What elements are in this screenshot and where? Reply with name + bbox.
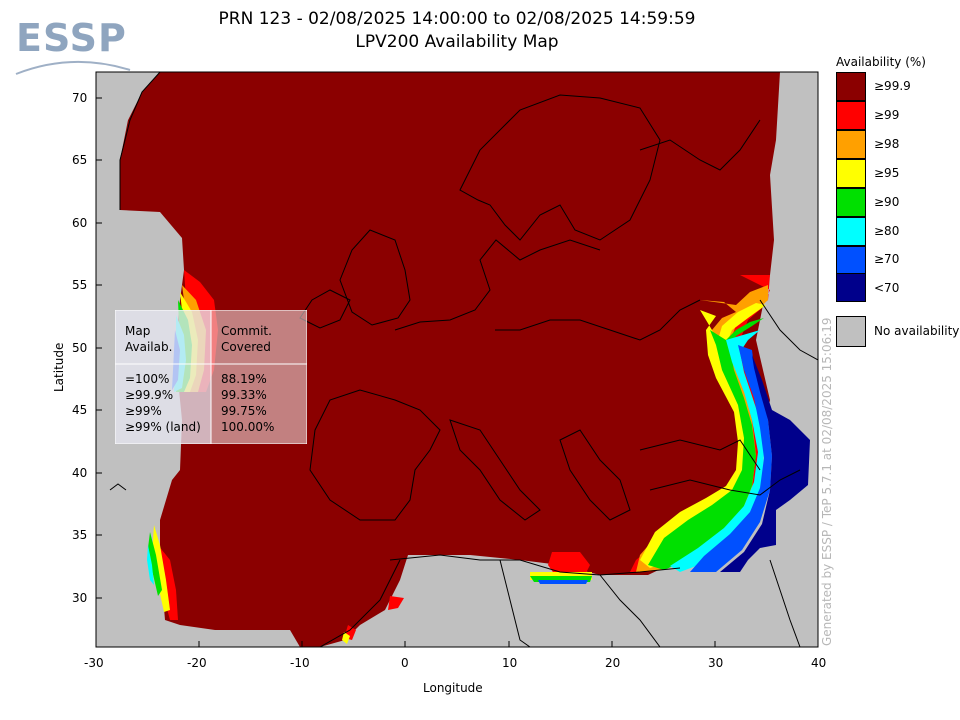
stats-row-label: ≥99.9%	[125, 388, 174, 402]
stats-row-label: =100%	[125, 372, 170, 386]
legend-swatch-90	[836, 188, 866, 217]
legend-swatch-99-9	[836, 72, 866, 101]
coastlines	[109, 72, 818, 647]
legend-label-no-availability: No availability	[874, 324, 960, 338]
stats-row-value: 88.19%	[221, 372, 267, 386]
legend-label: ≥80	[874, 224, 900, 238]
x-tick-label: 40	[811, 656, 827, 670]
y-tick-label: 35	[72, 528, 88, 542]
x-tick-label: 0	[401, 656, 409, 670]
stats-row-label: ≥99%	[125, 404, 162, 418]
legend-title: Availability (%)	[836, 55, 926, 69]
x-tick-label: 20	[605, 656, 621, 670]
stats-row-value: 99.33%	[221, 388, 267, 402]
y-tick-label: 40	[72, 466, 88, 480]
stats-row-label: ≥99% (land)	[125, 420, 201, 434]
legend-swatch-99	[836, 101, 866, 130]
map-title: PRN 123 - 02/08/2025 14:00:00 to 02/08/2…	[218, 9, 696, 29]
y-tick-label: 60	[72, 216, 88, 230]
legend-label: ≥98	[874, 137, 900, 151]
map-subtitle: LPV200 Availability Map	[355, 32, 559, 52]
axis-ticks	[95, 97, 819, 647]
legend-swatch-80	[836, 217, 866, 246]
essp-logo: ESSP	[12, 12, 132, 82]
legend-swatch-95	[836, 159, 866, 188]
legend-label: ≥90	[874, 195, 900, 209]
legend-label: ≥70	[874, 252, 900, 266]
stats-col2-header-2: Covered	[221, 340, 271, 354]
generated-by-watermark: Generated by ESSP / TeP 5.7.1 at 02/08/2…	[820, 317, 834, 646]
y-tick-label: 65	[72, 153, 88, 167]
legend-swatch-no-availability	[836, 316, 866, 347]
legend-label: ≥95	[874, 166, 900, 180]
stats-row-value: 99.75%	[221, 404, 267, 418]
stats-col1-header-2: Availab.	[125, 340, 173, 354]
legend-label: ≥99	[874, 108, 900, 122]
x-tick-label: -30	[84, 656, 104, 670]
x-tick-label: -10	[290, 656, 310, 670]
legend-swatch-lt70	[836, 273, 866, 302]
plot-frame	[95, 71, 819, 648]
y-tick-label: 45	[72, 403, 88, 417]
y-tick-label: 30	[72, 591, 88, 605]
availability-region-99-9	[120, 72, 780, 647]
y-tick-label: 50	[72, 341, 88, 355]
logo-swoosh	[15, 60, 131, 75]
legend-label: <70	[874, 281, 900, 295]
stats-col1-header-1: Map	[125, 324, 151, 338]
logo-text: ESSP	[16, 16, 127, 60]
x-axis-label: Longitude	[423, 681, 483, 695]
y-axis-label: Latitude	[52, 342, 66, 392]
x-tick-label: -20	[187, 656, 207, 670]
x-tick-label: 30	[708, 656, 724, 670]
stats-row-value: 100.00%	[221, 420, 275, 434]
legend-label: ≥99.9	[874, 79, 911, 93]
legend-swatch-98	[836, 130, 866, 159]
stats-table: Map Availab. Commit. Covered =100% ≥99.9…	[115, 310, 307, 444]
legend-swatch-70	[836, 246, 866, 275]
y-tick-label: 70	[72, 91, 88, 105]
stats-col2-header-1: Commit.	[221, 324, 272, 338]
y-tick-label: 55	[72, 278, 88, 292]
x-tick-label: 10	[502, 656, 518, 670]
